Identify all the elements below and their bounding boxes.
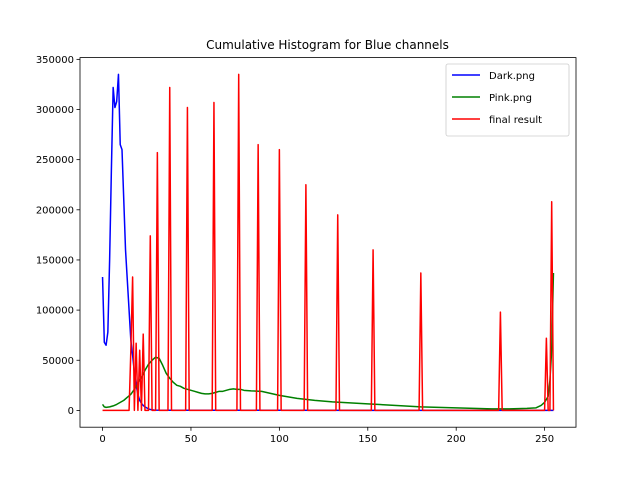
legend-box [445,63,570,137]
x-tick-label: 0 [99,434,105,445]
plot-area [101,73,555,412]
y-tick-label: 350000 [36,55,74,66]
legend-label: final result [489,115,542,126]
legend: Dark.png Pink.png final result [445,63,570,137]
y-tick-label: 0 [68,406,74,417]
y-axis: 0 50000 100000 150000 200000 250000 300000 3500… [36,55,80,417]
x-tick-label: 50 [185,434,198,445]
y-tick-label: 250000 [36,155,74,166]
y-tick-label: 50000 [42,356,74,367]
series-line-2 [102,73,555,412]
x-tick-label: 250 [535,434,554,445]
y-tick-label: 200000 [36,205,74,216]
plot-frame [79,57,577,428]
x-tick-label: 100 [270,434,289,445]
y-tick-label: 150000 [36,255,74,266]
legend-label: Pink.png [489,93,532,104]
x-axis: 0 50 100 150 200 250 [99,427,554,445]
x-tick-label: 150 [358,434,377,445]
y-tick-label: 300000 [36,105,74,116]
x-tick-label: 200 [447,434,466,445]
legend-label: Dark.png [489,71,535,82]
chart-title: Cumulative Histogram for Blue channels [206,38,449,52]
y-tick-label: 100000 [36,306,74,317]
